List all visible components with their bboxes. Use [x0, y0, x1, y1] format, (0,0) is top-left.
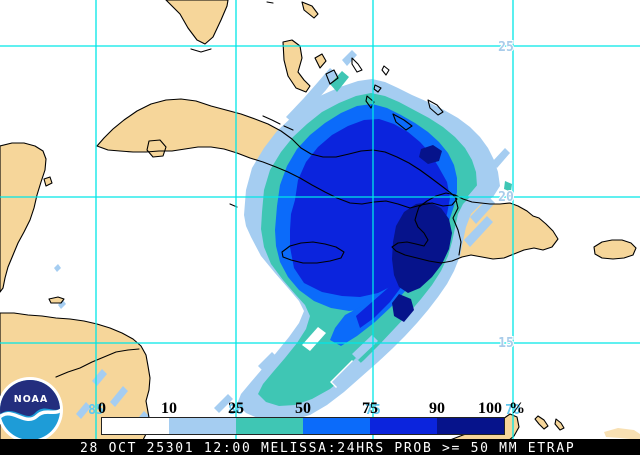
scale-tick-0: 0 — [98, 400, 106, 417]
bahamas-islet-outline — [365, 95, 375, 109]
precip-10pct-streak — [332, 358, 362, 388]
footer-bar: 28 OCT 25301 12:00 MELISSA:24HRS PROB >=… — [0, 439, 640, 455]
footer-text: 28 OCT 25301 12:00 MELISSA:24HRS PROB >=… — [80, 441, 575, 455]
precip-gap — [302, 327, 326, 351]
latitude-label-15: 15 — [498, 336, 514, 351]
precip-25pct-speck — [504, 181, 512, 192]
precip-10pct-streak — [214, 394, 233, 413]
precip-10pct-streak — [110, 386, 128, 407]
scale-tick-100: 100 — [478, 400, 502, 417]
precip-10pct-streak — [76, 402, 91, 419]
latitude-label-25: 25 — [498, 40, 514, 55]
scale-unit-percent: % — [509, 400, 525, 417]
precip-25pct-streak — [330, 71, 349, 92]
scale-tick-90: 90 — [429, 400, 445, 417]
precip-10pct-streak — [286, 68, 338, 124]
cuba-north-keys — [262, 115, 294, 131]
noaa-logo-text: NOAA — [14, 394, 48, 405]
noaa-logo: NOAA — [0, 377, 63, 443]
bimini-islet — [266, 1, 274, 4]
precip-10pct-speck — [58, 300, 66, 309]
latlon-grid: 25 20 15 85 80 75 70 — [0, 0, 640, 439]
longitude-label-85: 85 — [88, 403, 104, 418]
venezuela-coast-fragment — [604, 428, 640, 440]
haiti-dr-border — [452, 195, 462, 256]
probability-scale-bar: 0 10 25 50 75 90 100 % — [98, 400, 525, 435]
precip-10pct-streak — [352, 335, 378, 360]
scale-tick-50: 50 — [295, 400, 311, 417]
scale-segment-10-25 — [169, 418, 236, 434]
scale-tick-25: 25 — [228, 400, 244, 417]
long-island-bahamas — [351, 57, 363, 73]
longitude-label-80: 80 — [228, 403, 244, 418]
noaa-logo-seagull — [0, 405, 60, 423]
precip-10pct-streak — [342, 50, 357, 66]
florida-keys — [190, 48, 212, 53]
precip-75pct-tail-streak — [356, 280, 402, 328]
noaa-logo-sky — [0, 380, 60, 418]
precip-10pct-streak — [464, 216, 493, 247]
precip-10pct-speck — [54, 264, 61, 272]
scale-segment-75-90 — [370, 418, 437, 434]
footer-background — [0, 439, 640, 455]
scale-segment-25-50 — [236, 418, 303, 434]
scale-segment-50-75 — [303, 418, 370, 434]
bahamas-islet-outline — [373, 84, 382, 93]
scale-tick-10: 10 — [161, 400, 177, 417]
bahamas-islet-outline — [381, 65, 390, 76]
precip-90pct-patch — [392, 294, 414, 322]
latitude-label-20: 20 — [498, 190, 514, 205]
longitude-label-75: 75 — [365, 403, 381, 418]
honduras-nicaragua-border — [55, 348, 140, 378]
precip-10pct-streak — [492, 148, 510, 168]
precip-90pct-max — [392, 202, 452, 293]
scale-segment-0-10 — [102, 418, 169, 434]
longitude-label-70: 70 — [505, 403, 521, 418]
precip-10pct-streak — [258, 352, 278, 372]
crooked-acklins-outline — [392, 113, 413, 131]
scale-segment-90-100 — [437, 418, 504, 434]
precip-90pct-patch — [419, 145, 442, 164]
scale-tick-75: 75 — [362, 400, 378, 417]
turks-islet-outline — [427, 99, 444, 116]
